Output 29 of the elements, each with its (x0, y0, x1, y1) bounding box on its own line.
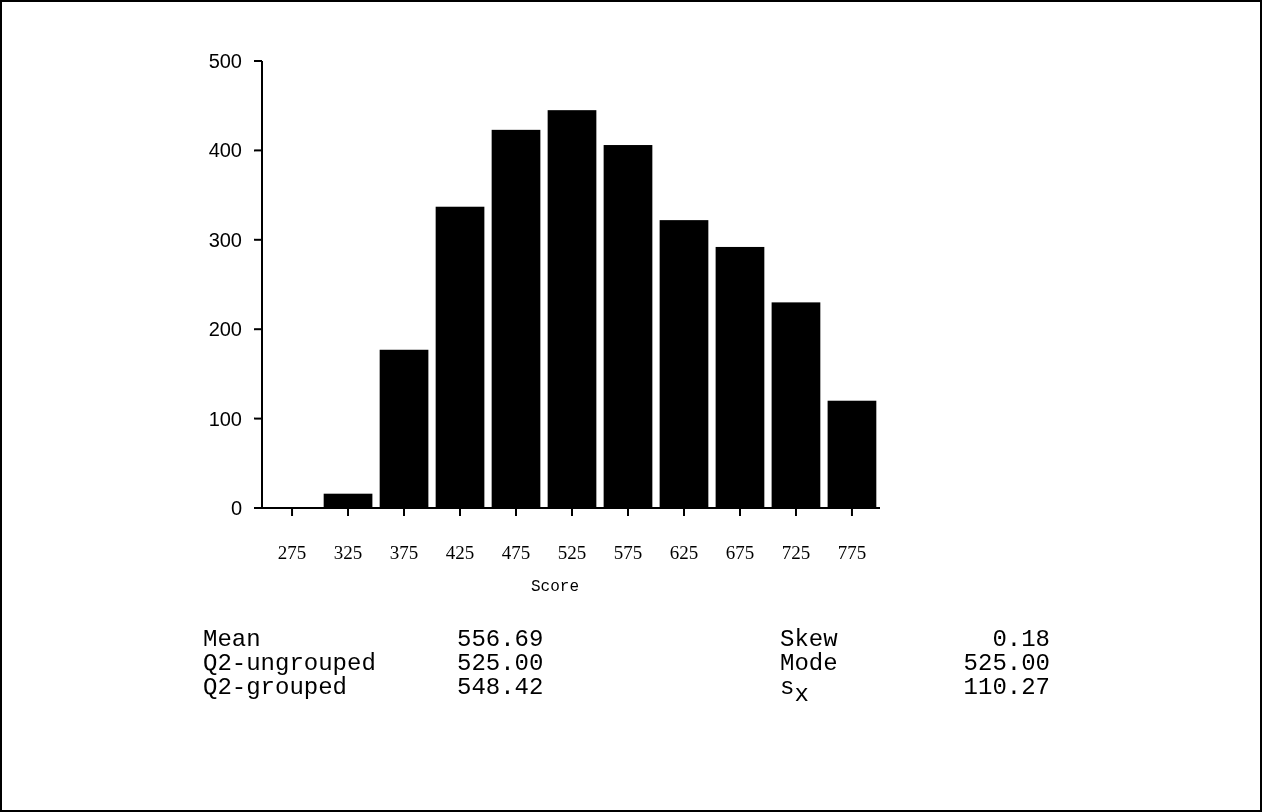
x-tick-label: 375 (389, 541, 419, 563)
text: Q2-ungrouped (203, 650, 376, 677)
x-tick-label: 325 (333, 541, 363, 563)
text: Mode (780, 650, 838, 677)
text: Q2-grouped (203, 674, 348, 701)
x-axis-title: Score (530, 577, 580, 596)
x-tick-label: 275 (277, 541, 307, 563)
y-tick-label: 200 (208, 318, 242, 341)
x-tick-label: 725 (781, 541, 811, 563)
text: 556.69 (457, 626, 544, 653)
x-tick-label: 475 (501, 541, 531, 563)
text: Skew (780, 626, 839, 653)
y-tick-label: 0 (230, 497, 242, 519)
x-tick-label: 425 (445, 541, 475, 563)
text: Mean (203, 626, 261, 653)
y-tick-label: 400 (208, 139, 242, 162)
x-tick-label: 575 (613, 541, 643, 563)
y-tick-label: 100 (208, 407, 242, 430)
x-tick-label: 625 (669, 541, 699, 563)
text: 0.18 (992, 626, 1050, 653)
x-tick-label: 675 (725, 541, 755, 563)
text: 110.27 (963, 674, 1050, 701)
text: 525.00 (457, 650, 544, 677)
y-tick-label: 300 (208, 228, 242, 251)
text: 548.42 (457, 674, 544, 701)
x-tick-label: 525 (557, 541, 587, 563)
text: 525.00 (963, 650, 1050, 677)
y-tick-label: 500 (208, 50, 242, 72)
x-tick-label: 775 (837, 541, 867, 563)
